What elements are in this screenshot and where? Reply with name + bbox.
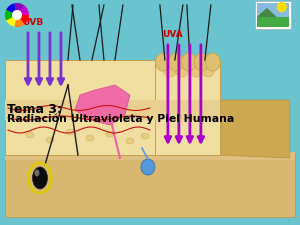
Circle shape	[12, 10, 22, 20]
Polygon shape	[220, 100, 290, 158]
Ellipse shape	[141, 159, 155, 175]
Ellipse shape	[164, 63, 176, 77]
Ellipse shape	[106, 131, 114, 137]
Circle shape	[17, 11, 21, 15]
Ellipse shape	[168, 53, 183, 71]
Polygon shape	[257, 8, 277, 17]
Text: UVB: UVB	[22, 18, 43, 27]
Ellipse shape	[206, 53, 220, 71]
FancyBboxPatch shape	[155, 60, 220, 155]
Ellipse shape	[194, 53, 209, 71]
Wedge shape	[6, 3, 17, 15]
Wedge shape	[14, 15, 25, 27]
Wedge shape	[17, 15, 29, 24]
Ellipse shape	[46, 137, 54, 143]
Wedge shape	[14, 3, 25, 15]
Ellipse shape	[26, 132, 34, 138]
FancyBboxPatch shape	[155, 100, 220, 120]
Ellipse shape	[126, 138, 134, 144]
FancyBboxPatch shape	[5, 152, 295, 160]
Ellipse shape	[182, 53, 196, 71]
FancyBboxPatch shape	[255, 1, 291, 29]
Wedge shape	[6, 15, 17, 27]
Ellipse shape	[66, 129, 74, 135]
Wedge shape	[5, 10, 17, 20]
Ellipse shape	[201, 63, 214, 77]
Text: Radiación Ultravioleta y Piel Humana: Radiación Ultravioleta y Piel Humana	[7, 114, 234, 124]
FancyBboxPatch shape	[257, 3, 289, 17]
Ellipse shape	[155, 53, 170, 71]
Polygon shape	[75, 85, 130, 125]
Ellipse shape	[189, 63, 203, 77]
Ellipse shape	[141, 133, 149, 139]
FancyBboxPatch shape	[5, 100, 160, 120]
Ellipse shape	[86, 135, 94, 141]
Wedge shape	[17, 6, 29, 15]
Ellipse shape	[32, 167, 47, 189]
Text: Tema 3:: Tema 3:	[7, 103, 62, 116]
FancyBboxPatch shape	[257, 17, 289, 27]
Circle shape	[277, 2, 287, 12]
Ellipse shape	[34, 169, 40, 176]
Ellipse shape	[176, 63, 188, 77]
FancyBboxPatch shape	[5, 155, 295, 217]
Text: UVA: UVA	[162, 30, 183, 39]
FancyBboxPatch shape	[5, 60, 160, 155]
